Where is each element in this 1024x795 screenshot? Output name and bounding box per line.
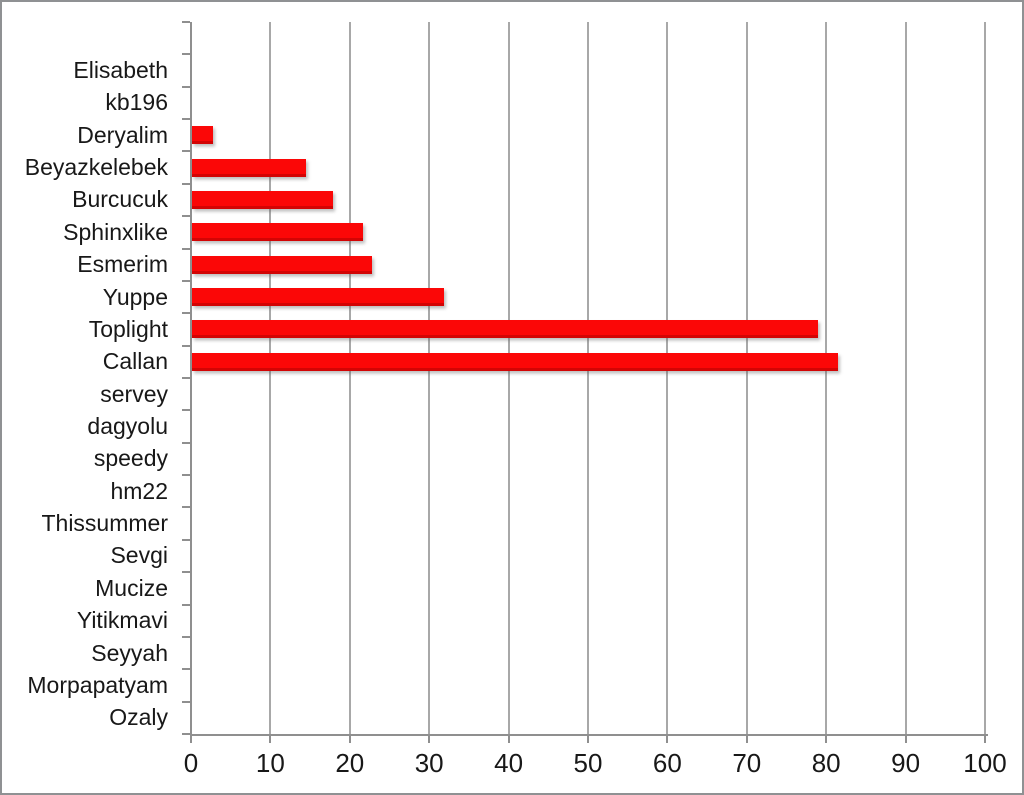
y-axis-tick (182, 53, 190, 56)
x-axis-tick (428, 736, 431, 743)
x-tick-label: 80 (811, 748, 841, 778)
y-axis-tick (182, 733, 190, 735)
category-label: Seyyah (91, 639, 168, 666)
category-label: Yuppe (102, 283, 168, 310)
y-axis-tick (182, 215, 190, 218)
gridline (269, 22, 272, 734)
category-label: Mucize (95, 574, 168, 601)
y-axis-tick (182, 279, 190, 282)
category-label: Ozaly (109, 704, 168, 731)
gridline (904, 22, 907, 734)
category-label: hm22 (110, 477, 168, 504)
category-label: Yitikmavi (76, 607, 168, 634)
gridline (507, 22, 510, 734)
x-tick-label: 90 (891, 748, 921, 778)
bar (192, 255, 373, 274)
y-axis-tick (182, 700, 190, 703)
category-label: Deryalim (77, 121, 168, 148)
gridline (745, 22, 748, 734)
x-tick-label: 70 (732, 748, 762, 778)
x-tick-label: 100 (963, 748, 1007, 778)
category-label: Burcucuk (72, 186, 168, 213)
y-axis-tick (182, 85, 190, 88)
x-axis-tick (825, 736, 828, 743)
y-axis-tick (182, 21, 190, 23)
x-axis-tick (269, 736, 272, 743)
category-label: Morpapatyam (27, 671, 168, 698)
x-axis-tick (587, 736, 589, 743)
category-label: Sphinxlike (63, 218, 168, 245)
bar (192, 352, 839, 371)
category-label: Esmerim (77, 251, 168, 278)
x-axis-tick (745, 736, 748, 743)
x-axis-tick (984, 736, 986, 743)
y-axis-line (190, 22, 192, 736)
x-tick-label: 30 (414, 748, 444, 778)
bar (192, 288, 444, 307)
x-axis-tick (904, 736, 907, 743)
x-axis-tick (348, 736, 351, 743)
x-tick-label: 50 (573, 748, 603, 778)
y-axis-tick (182, 603, 190, 606)
gridline (666, 22, 669, 734)
category-label: Beyazkelebek (24, 154, 168, 181)
category-label: Elisabeth (73, 57, 168, 84)
gridline (348, 22, 351, 734)
category-label: dagyolu (87, 413, 168, 440)
y-axis-tick (182, 409, 190, 412)
y-axis-tick (182, 377, 190, 379)
y-axis-tick (182, 635, 190, 638)
y-axis-tick (182, 312, 190, 315)
bar (192, 223, 363, 242)
y-axis-tick (182, 538, 190, 541)
x-tick-label: 10 (255, 748, 285, 778)
y-axis-tick (182, 182, 190, 185)
x-axis-line (190, 734, 988, 736)
y-axis-tick (182, 344, 190, 347)
category-label: Sevgi (110, 542, 168, 569)
category-label: Toplight (88, 315, 168, 342)
y-axis-tick (182, 571, 190, 574)
bar (192, 191, 333, 209)
y-axis-tick (182, 668, 190, 671)
gridline (428, 22, 431, 734)
y-axis-tick (182, 118, 190, 121)
category-label: kb196 (105, 89, 168, 116)
x-axis-tick (666, 736, 669, 743)
y-axis-tick (182, 506, 190, 509)
y-axis-tick (182, 150, 190, 153)
bar (192, 320, 818, 339)
category-label: Thissummer (41, 510, 168, 537)
gridline (984, 22, 986, 734)
x-tick-label: 20 (335, 748, 365, 778)
x-tick-label: 60 (652, 748, 682, 778)
x-tick-label: 0 (183, 748, 199, 778)
x-axis-tick (190, 736, 192, 743)
x-tick-label: 40 (494, 748, 524, 778)
y-axis-tick (182, 247, 190, 250)
y-axis-tick (182, 474, 190, 477)
category-label: servey (100, 380, 168, 407)
category-label: speedy (93, 445, 168, 472)
y-axis-tick (182, 441, 190, 444)
bar (192, 158, 307, 177)
gridline (587, 22, 589, 734)
gridline (825, 22, 828, 734)
category-label: Callan (102, 348, 168, 375)
x-axis-tick (507, 736, 510, 743)
bar (192, 126, 213, 145)
